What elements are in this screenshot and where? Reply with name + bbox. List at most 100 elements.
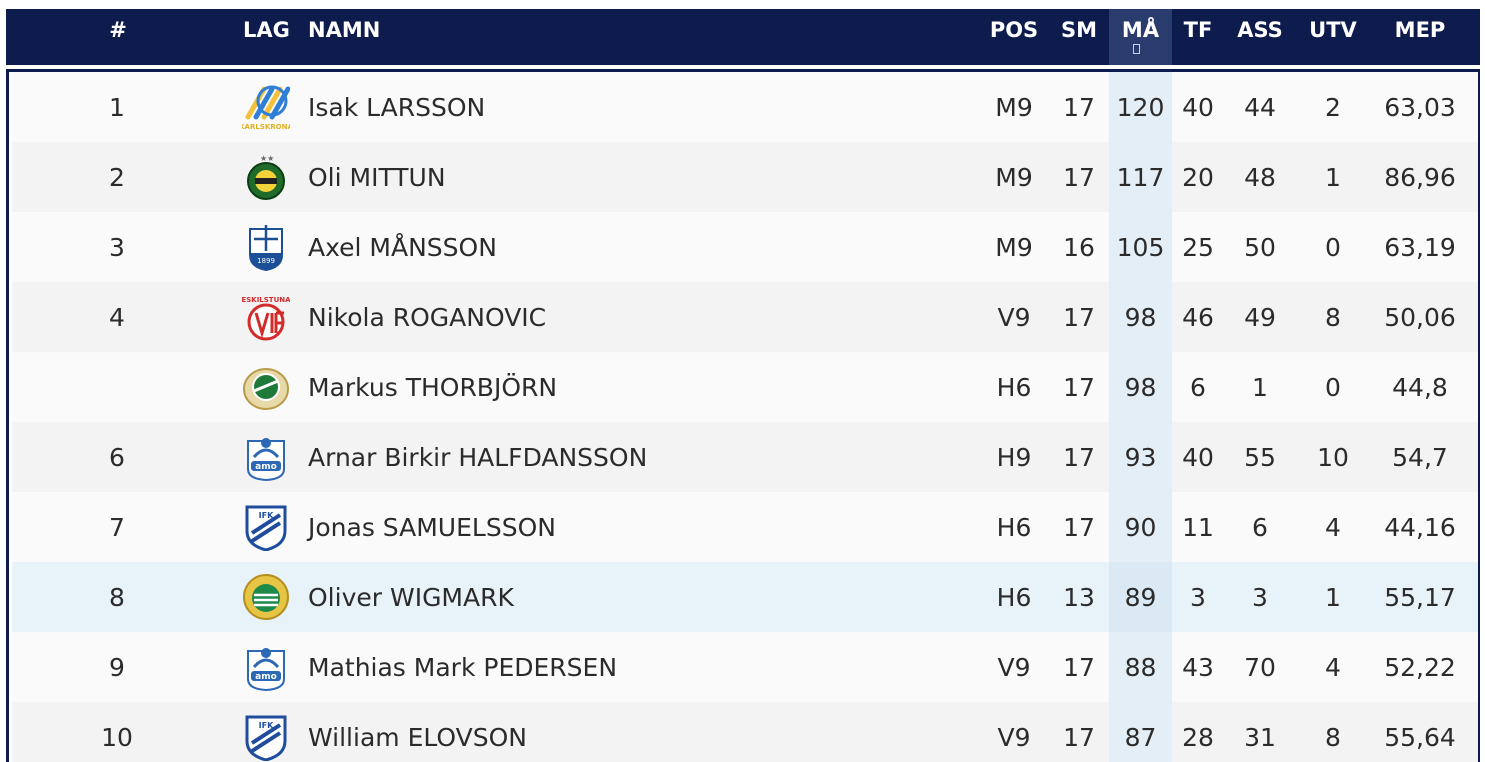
header-tf[interactable]: TF xyxy=(1183,18,1213,42)
mep-cell: 63,19 xyxy=(1384,233,1456,262)
table-row[interactable]: 1 Isak LARSSON M9 17 120 40 44 2 63,03 KARLSKRONA xyxy=(12,72,1478,142)
ifk-skovde-logo[interactable]: IFK xyxy=(242,503,290,551)
tf-cell: 40 xyxy=(1182,93,1214,122)
sorted-column-cell-bg xyxy=(1109,632,1172,702)
player-name[interactable]: Isak LARSSON xyxy=(308,93,486,122)
mep-cell: 55,17 xyxy=(1384,583,1456,612)
ma-cell: 105 xyxy=(1116,233,1165,262)
svg-text:★★: ★★ xyxy=(260,154,274,163)
player-name[interactable]: William ELOVSON xyxy=(308,723,527,752)
table-row[interactable]: 2 Oli MITTUN M9 17 117 20 48 1 86,96 ★★ xyxy=(12,142,1478,212)
utv-cell: 0 xyxy=(1325,233,1341,262)
eskilstuna-vif-logo[interactable]: ESKILSTUNA xyxy=(242,293,290,341)
ma-cell: 87 xyxy=(1124,723,1157,752)
rank-cell: 2 xyxy=(109,163,125,192)
tf-cell: 43 xyxy=(1182,653,1214,682)
position-cell: H6 xyxy=(996,513,1032,542)
ma-cell: 98 xyxy=(1124,303,1157,332)
header-team[interactable]: LAG xyxy=(243,18,290,42)
player-name[interactable]: Markus THORBJÖRN xyxy=(308,373,558,402)
ma-cell: 98 xyxy=(1124,373,1157,402)
player-name[interactable]: Axel MÅNSSON xyxy=(308,233,497,262)
sm-cell: 17 xyxy=(1063,93,1095,122)
mep-cell: 44,16 xyxy=(1384,513,1456,542)
amo-logo[interactable]: amo xyxy=(242,643,290,691)
table-row[interactable]: 7 Jonas SAMUELSSON H6 17 90 11 6 4 44,16 IFK xyxy=(12,492,1478,562)
utv-cell: 8 xyxy=(1325,303,1341,332)
table-row[interactable]: 6 Arnar Birkir HALFDANSSON H9 17 93 40 55 10 54,… xyxy=(12,422,1478,492)
player-name[interactable]: Mathias Mark PEDERSEN xyxy=(308,653,618,682)
player-name[interactable]: Jonas SAMUELSSON xyxy=(308,513,556,542)
tf-cell: 25 xyxy=(1182,233,1214,262)
header-rank[interactable]: # xyxy=(109,18,127,42)
sorted-column-cell-bg xyxy=(1109,492,1172,562)
sorted-column-cell-bg xyxy=(1109,282,1172,352)
ma-cell: 120 xyxy=(1116,93,1165,122)
header-mep[interactable]: MEP xyxy=(1394,18,1446,42)
utv-cell: 10 xyxy=(1317,443,1349,472)
header-pos[interactable]: POS xyxy=(989,18,1039,42)
table-row[interactable]: 4 Nikola ROGANOVIC V9 17 98 46 49 8 50,06 ESKILST… xyxy=(12,282,1478,352)
sorted-column-cell-bg xyxy=(1109,702,1172,762)
sorted-column-cell-bg xyxy=(1109,562,1172,632)
position-cell: H6 xyxy=(996,373,1032,402)
table-row[interactable]: 9 Mathias Mark PEDERSEN V9 17 88 43 70 4 52,22 am… xyxy=(12,632,1478,702)
position-cell: H6 xyxy=(996,583,1032,612)
sm-cell: 16 xyxy=(1063,233,1095,262)
svg-text:amo: amo xyxy=(255,672,277,682)
ass-cell: 49 xyxy=(1244,303,1276,332)
karlskrona-logo[interactable]: KARLSKRONA xyxy=(242,83,290,131)
header-ma[interactable]: MÅ xyxy=(1121,18,1160,42)
sm-cell: 17 xyxy=(1063,443,1095,472)
table-row[interactable]: 8 Oliver WIGMARK H6 13 89 3 3 1 55,17 xyxy=(12,562,1478,632)
header-name[interactable]: NAMN xyxy=(308,18,381,42)
header-ass[interactable]: ASS xyxy=(1237,18,1283,42)
ass-cell: 6 xyxy=(1252,513,1268,542)
svg-text:amo: amo xyxy=(255,462,277,472)
sorted-column-header-bg xyxy=(1109,9,1172,65)
mep-cell: 63,03 xyxy=(1384,93,1456,122)
rank-cell: 7 xyxy=(109,513,125,542)
sorted-column-cell-bg xyxy=(1109,142,1172,212)
header-sm[interactable]: SM xyxy=(1060,18,1098,42)
ifk-skovde-logo[interactable]: IFK xyxy=(242,713,290,761)
sm-cell: 17 xyxy=(1063,513,1095,542)
player-name[interactable]: Arnar Birkir HALFDANSSON xyxy=(308,443,648,472)
rank-cell: 4 xyxy=(109,303,125,332)
sm-cell: 17 xyxy=(1063,303,1095,332)
utv-cell: 0 xyxy=(1325,373,1341,402)
sorted-column-cell-bg xyxy=(1109,72,1172,142)
broberg-logo[interactable]: ★★ xyxy=(242,153,290,201)
utv-cell: 4 xyxy=(1325,513,1341,542)
utv-cell: 1 xyxy=(1325,583,1341,612)
svg-text:1899: 1899 xyxy=(257,257,275,265)
sort-indicator-icon[interactable] xyxy=(1133,44,1140,54)
mep-cell: 50,06 xyxy=(1384,303,1456,332)
header-utv[interactable]: UTV xyxy=(1309,18,1357,42)
table-row[interactable]: Markus THORBJÖRN H6 17 98 6 1 0 44,8 xyxy=(12,352,1478,422)
position-cell: H9 xyxy=(996,443,1032,472)
utv-cell: 4 xyxy=(1325,653,1341,682)
ofk-logo[interactable]: 1899 xyxy=(242,223,290,271)
table-row[interactable]: 3 Axel MÅNSSON M9 16 105 25 50 0 63,19 1899 xyxy=(12,212,1478,282)
tf-cell: 6 xyxy=(1190,373,1206,402)
amo-logo[interactable]: amo xyxy=(242,433,290,481)
mep-cell: 54,7 xyxy=(1392,443,1448,472)
ma-cell: 90 xyxy=(1124,513,1157,542)
player-name[interactable]: Oliver WIGMARK xyxy=(308,583,514,612)
position-cell: M9 xyxy=(995,233,1033,262)
rank-cell: 1 xyxy=(109,93,125,122)
rank-cell: 3 xyxy=(109,233,125,262)
table-row[interactable]: 10 William ELOVSON V9 17 87 28 31 8 55,64 IFK xyxy=(12,702,1478,762)
ma-cell: 117 xyxy=(1116,163,1165,192)
position-cell: V9 xyxy=(997,723,1031,752)
hammarby-logo[interactable] xyxy=(242,573,290,621)
player-name[interactable]: Oli MITTUN xyxy=(308,163,446,192)
player-name[interactable]: Nikola ROGANOVIC xyxy=(308,303,547,332)
sandviken-logo[interactable] xyxy=(242,363,290,411)
ass-cell: 70 xyxy=(1244,653,1276,682)
utv-cell: 1 xyxy=(1325,163,1341,192)
table-header: # LAG NAMN POS SM MÅ TF ASS UTV MEP xyxy=(6,9,1480,65)
rank-cell: 10 xyxy=(101,723,133,752)
